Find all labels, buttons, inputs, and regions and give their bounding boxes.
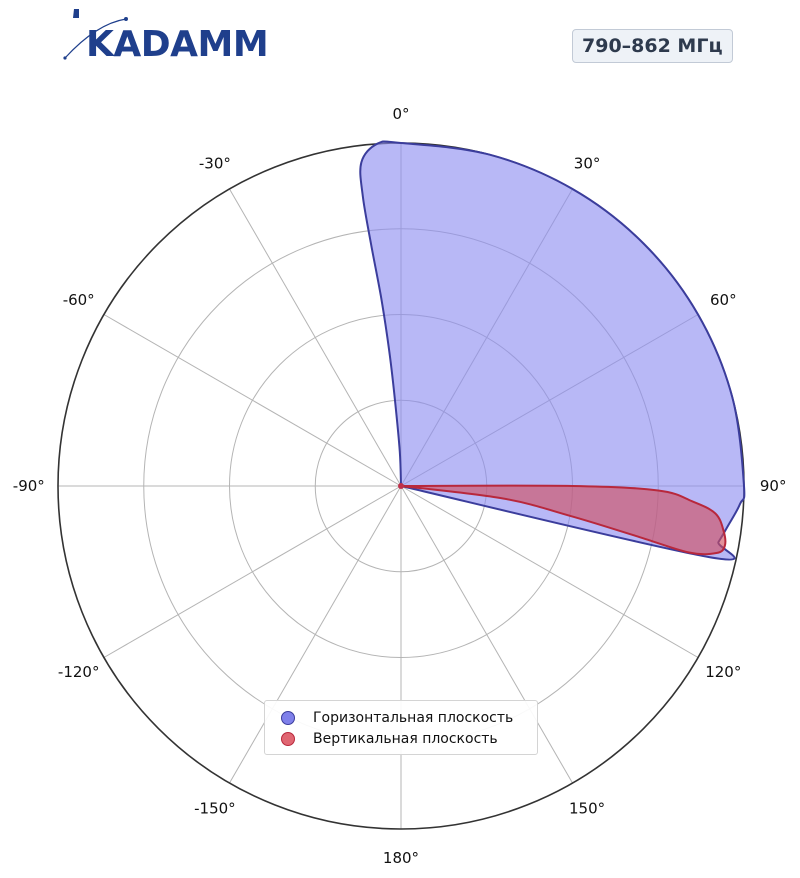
kadamm-logo: KADAMM [62, 4, 269, 66]
angle-tick-label: -30° [199, 155, 231, 173]
angle-tick-label: -90° [13, 477, 45, 495]
angle-tick-label: 180° [383, 849, 419, 867]
angle-tick-label: 60° [710, 291, 737, 309]
angle-tick-label: 0° [392, 105, 409, 123]
angle-tick-label: -150° [194, 799, 236, 817]
angle-tick-label: -60° [63, 291, 95, 309]
frequency-band-badge: 790–862 МГц [572, 29, 733, 63]
chart-legend: Горизонтальная плоскость Вертикальная пл… [264, 700, 538, 755]
angle-tick-label: 30° [574, 155, 601, 173]
angle-tick-label: 120° [705, 663, 741, 681]
legend-item-horizontal: Горизонтальная плоскость [281, 707, 537, 728]
series-layer [359, 140, 746, 561]
series-area-vertical [400, 484, 727, 556]
angle-tick-label: 90° [760, 477, 787, 495]
legend-label-vertical: Вертикальная плоскость [313, 730, 498, 747]
angle-tick-labels: 0° 30° 60° 90° 120° 150° 180° -150° -120° -90° -60… [13, 105, 787, 867]
legend-item-vertical: Вертикальная плоскость [281, 728, 537, 749]
origin-point [398, 483, 404, 489]
legend-label-horizontal: Горизонтальная плоскость [313, 709, 514, 726]
legend-marker-horizontal-dot-icon [281, 710, 295, 725]
angle-tick-label: 150° [569, 799, 605, 817]
legend-marker-vertical-dot-icon [281, 731, 295, 746]
logo-wordmark: KADAMM [86, 24, 267, 65]
angle-tick-label: -120° [58, 663, 100, 681]
